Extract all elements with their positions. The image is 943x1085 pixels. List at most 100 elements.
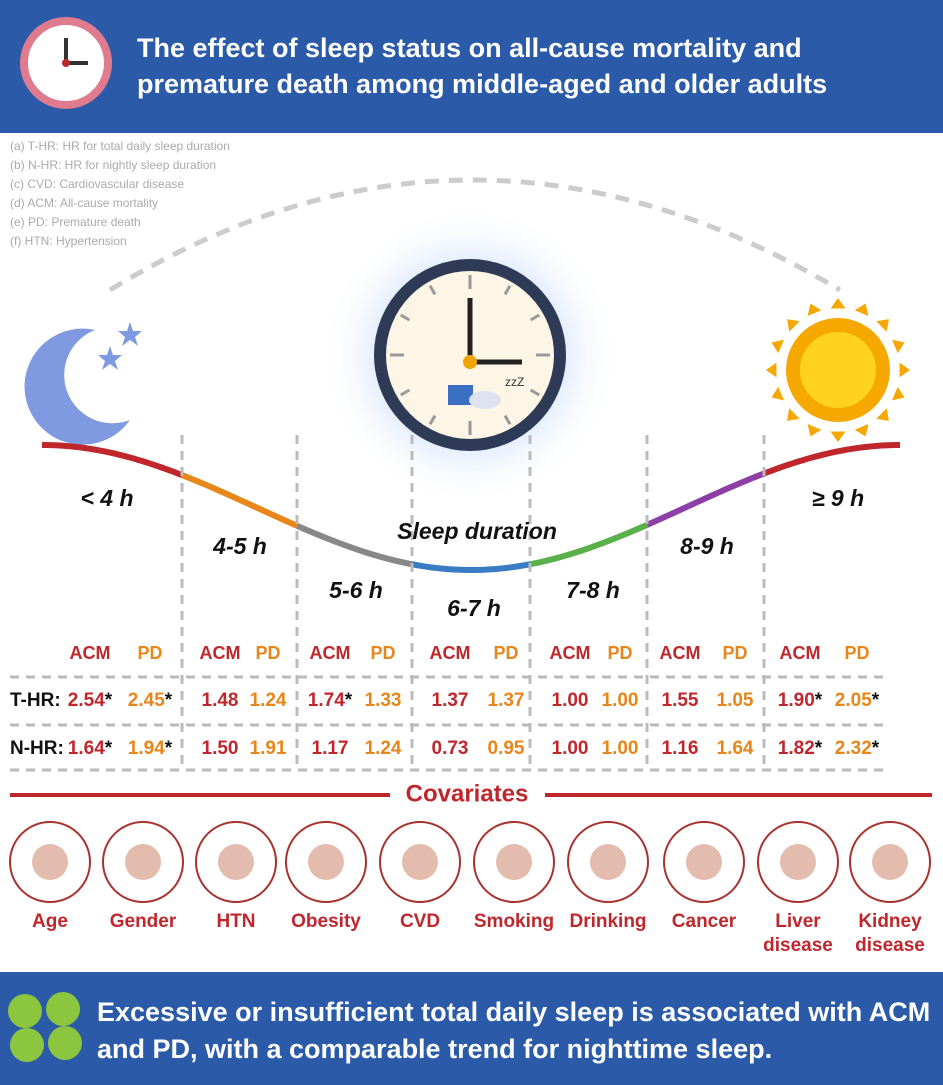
sun-ray [854, 303, 869, 316]
covariate-label: Drinking [569, 911, 647, 932]
covariate-icon-fill [872, 844, 908, 880]
hazard-ratio: 2.54* [68, 690, 113, 711]
duration-label: 7-8 h [566, 577, 620, 603]
clock-tick [529, 388, 541, 397]
footer-text: Excessive or insufficient total daily sl… [97, 997, 931, 1064]
acm-header: ACM [70, 643, 111, 663]
duration-curve [762, 442, 901, 477]
duration-curve [41, 442, 184, 478]
acm-header: ACM [200, 643, 241, 663]
clock-tick [399, 313, 411, 322]
acm-header: ACM [550, 643, 591, 663]
star [98, 346, 122, 370]
duration-curve [529, 522, 649, 568]
hazard-ratio: 1.64* [68, 738, 113, 759]
header-title: The effect of sleep status on all-cause … [137, 33, 828, 99]
hazard-ratio: 1.17 [312, 738, 349, 759]
clock-tick [503, 284, 512, 296]
sun-ray [787, 408, 800, 421]
duration-curve [645, 470, 766, 528]
sun-ray [771, 339, 784, 354]
hazard-ratio: 2.05* [835, 690, 880, 711]
pd-header: PD [493, 643, 518, 663]
covariate-icon-fill [308, 844, 344, 880]
sun [786, 318, 890, 422]
sun-ray [899, 362, 910, 378]
hazard-ratio: 1.00 [602, 738, 639, 759]
hazard-ratio: 1.33 [365, 690, 402, 711]
header-band [0, 0, 943, 133]
hazard-ratio: 0.95 [488, 738, 525, 759]
pd-header: PD [844, 643, 869, 663]
hazard-ratio: 2.45* [128, 690, 173, 711]
pd-header: PD [255, 643, 280, 663]
hazard-ratio: 1.94* [128, 738, 173, 759]
sun-ray [876, 319, 889, 332]
pd-header: PD [722, 643, 747, 663]
clock-tick [529, 313, 541, 322]
row-label: T-HR: [10, 690, 61, 711]
covariate-icon-fill [125, 844, 161, 880]
sun-ray [876, 408, 889, 421]
hazard-ratio: 1.00 [552, 690, 589, 711]
covariate-icon-fill [218, 844, 254, 880]
sun-ray [787, 319, 800, 332]
abbreviation: (f) HTN: Hypertension [10, 234, 127, 248]
covariate-icon-fill [780, 844, 816, 880]
duration-curve [411, 561, 531, 573]
duration-label: 6-7 h [447, 595, 501, 621]
covariate-label: Liver disease [763, 911, 833, 956]
covariate-icon-fill [402, 844, 438, 880]
clock-tick [503, 414, 512, 426]
hazard-ratio: 1.82* [778, 738, 823, 759]
moon [24, 328, 131, 445]
sun-ray [830, 298, 846, 309]
hazard-ratio: 1.50 [202, 738, 239, 759]
sun-ray [807, 424, 822, 437]
sun-ray [807, 303, 822, 316]
acm-header: ACM [660, 643, 701, 663]
abbreviation: (c) CVD: Cardiovascular disease [10, 177, 184, 191]
abbreviation: (e) PD: Premature death [10, 215, 141, 229]
sleep-clock: zzZ [374, 259, 566, 451]
covariate-label: HTN [216, 911, 256, 932]
footer-leaf [10, 1028, 44, 1062]
sun-ray [892, 386, 905, 401]
hazard-ratio: 1.24 [365, 738, 402, 759]
clock-tick [428, 414, 437, 426]
covariate-label: Gender [109, 911, 177, 932]
hazard-ratio: 0.73 [432, 738, 469, 759]
hazard-ratio: 2.32* [835, 738, 880, 759]
covariate-label: Age [32, 911, 68, 932]
covariate-icon-fill [32, 844, 68, 880]
footer-leaf [46, 992, 80, 1026]
duration-label: 8-9 h [680, 533, 734, 559]
pd-header: PD [137, 643, 162, 663]
hazard-ratio: 1.90* [778, 690, 823, 711]
header-clock [20, 17, 112, 109]
sun-ray [766, 362, 777, 378]
duration-label: 5-6 h [329, 577, 383, 603]
covariate-label: Smoking [473, 911, 555, 932]
footer-leaf [48, 1026, 82, 1060]
axis-label: Sleep duration [397, 518, 557, 544]
star [118, 322, 142, 346]
duration-label: < 4 h [80, 485, 133, 511]
hazard-ratio: 1.55 [662, 690, 699, 711]
covariate-label: Obesity [291, 911, 361, 932]
duration-label: 4-5 h [212, 533, 267, 559]
hazard-ratio: 1.37 [432, 690, 469, 711]
hazard-ratio: 1.37 [488, 690, 525, 711]
covariate-label: CVD [399, 911, 441, 932]
sun-ray [854, 424, 869, 437]
abbreviation: (b) N-HR: HR for nightly sleep duration [10, 158, 216, 172]
hazard-ratio: 1.05 [717, 690, 754, 711]
hazard-ratio: 1.00 [552, 738, 589, 759]
acm-header: ACM [430, 643, 471, 663]
abbreviation: (a) T-HR: HR for total daily sleep durat… [10, 139, 230, 153]
clock-tick [428, 284, 437, 296]
hazard-ratio: 1.00 [602, 690, 639, 711]
sun-ray [892, 339, 905, 354]
hazard-ratio: 1.48 [202, 690, 239, 711]
